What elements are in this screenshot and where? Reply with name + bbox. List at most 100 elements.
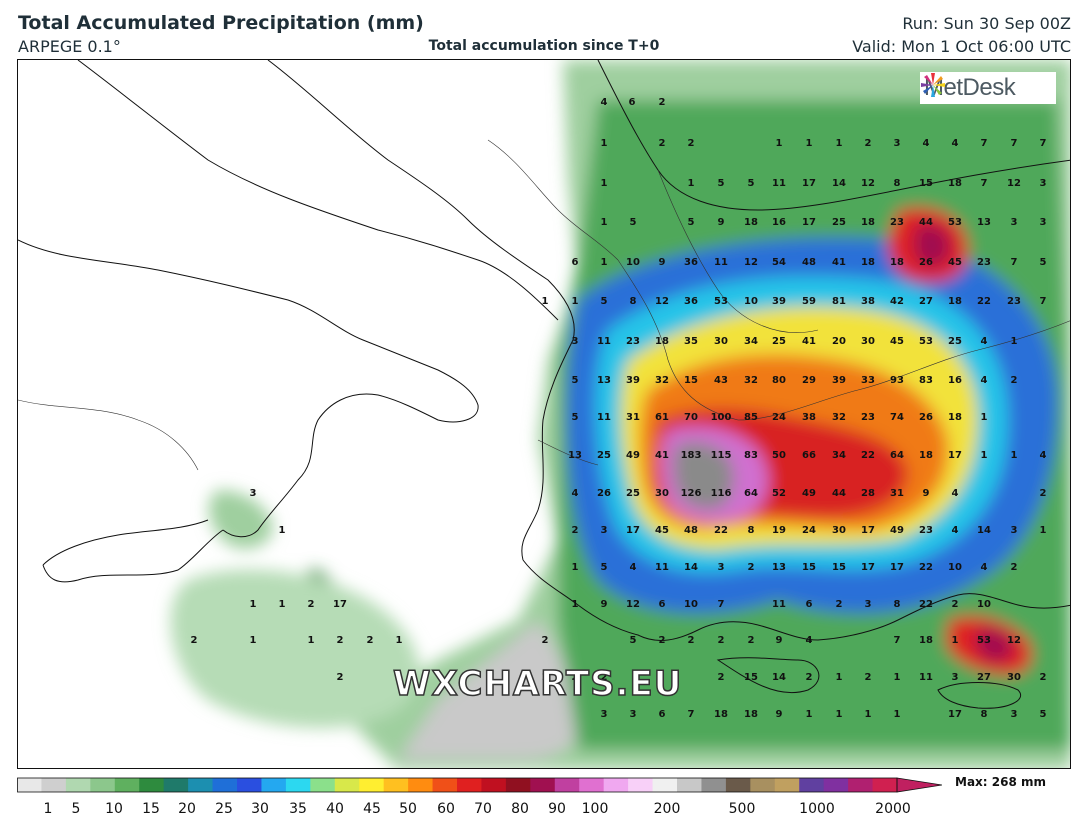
value-label: 5 [688, 217, 695, 228]
colorbar-outline [17, 777, 898, 793]
pinwheel-icon [921, 73, 945, 97]
metdesk-logo: MetDesk [920, 72, 1056, 104]
value-label: 7 [1040, 138, 1047, 149]
value-label: 23 [861, 412, 875, 423]
value-label: 7 [718, 599, 725, 610]
value-label: 2 [542, 635, 549, 646]
value-label: 12 [861, 178, 875, 189]
value-label: 18 [948, 178, 962, 189]
coastlines [18, 60, 1070, 709]
value-label: 4 [1040, 450, 1047, 461]
value-label: 9 [601, 599, 608, 610]
value-label: 15 [919, 178, 933, 189]
value-label: 22 [919, 599, 933, 610]
value-label: 41 [802, 336, 816, 347]
value-label: 52 [772, 488, 786, 499]
value-label: 7 [981, 138, 988, 149]
value-label: 4 [981, 375, 988, 386]
value-label: 41 [655, 450, 669, 461]
value-label: 8 [748, 525, 755, 536]
value-label: 2 [659, 635, 666, 646]
colorbar-segment [652, 778, 678, 792]
value-label: 2 [1040, 488, 1047, 499]
value-label: 2 [836, 599, 843, 610]
value-label: 36 [684, 296, 698, 307]
value-label: 6 [659, 709, 666, 720]
value-label: 100 [711, 412, 732, 423]
value-label: 1 [836, 138, 843, 149]
value-label: 33 [861, 375, 875, 386]
colorbar-tick-label: 2000 [875, 801, 911, 817]
value-label: 53 [714, 296, 728, 307]
value-label: 32 [744, 375, 758, 386]
value-label: 1 [1011, 450, 1018, 461]
run-label: Run: Sun 30 Sep 00Z [902, 14, 1071, 33]
value-label: 18 [919, 450, 933, 461]
value-label: 13 [772, 562, 786, 573]
value-label: 2 [806, 672, 813, 683]
colorbar-segment [408, 778, 434, 792]
value-label: 32 [832, 412, 846, 423]
value-label: 126 [681, 488, 702, 499]
value-label: 24 [802, 525, 816, 536]
value-label: 2 [572, 525, 579, 536]
value-label: 1 [894, 709, 901, 720]
value-label: 183 [681, 450, 702, 461]
value-label: 11 [772, 178, 786, 189]
value-label: 48 [802, 257, 816, 268]
value-label: 11 [597, 336, 611, 347]
value-labels: 4 6 21 2 2 1 1 1 2 3 4 4 7 7 71 1 5 5 11 17 14 12 8 15 18 7 12 31 5 5… [191, 97, 1047, 720]
value-label: 1 [572, 599, 579, 610]
value-label: 2 [748, 635, 755, 646]
value-label: 4 [806, 635, 813, 646]
value-label: 2 [572, 672, 579, 683]
value-label: 9 [659, 257, 666, 268]
value-label: 1 [836, 709, 843, 720]
value-label: 2 [718, 635, 725, 646]
value-label: 25 [597, 450, 611, 461]
value-label: 15 [684, 375, 698, 386]
value-label: 17 [948, 709, 962, 720]
value-label: 2 [601, 672, 608, 683]
value-label: 1 [981, 450, 988, 461]
value-label: 25 [948, 336, 962, 347]
value-label: 11 [655, 562, 669, 573]
colorbar-segment [41, 778, 67, 792]
value-label: 4 [952, 138, 959, 149]
value-label: 1 [542, 296, 549, 307]
colorbar-segment [725, 778, 751, 792]
colorbar-segment [261, 778, 287, 792]
value-label: 7 [688, 709, 695, 720]
value-label: 70 [684, 412, 698, 423]
value-label: 27 [919, 296, 933, 307]
value-label: 3 [865, 599, 872, 610]
value-label: 6 [806, 599, 813, 610]
colorbar-segment [237, 778, 262, 792]
value-label: 18 [861, 217, 875, 228]
value-label: 2 [337, 672, 344, 683]
value-label: 6 [629, 97, 636, 108]
value-label: 20 [832, 336, 846, 347]
value-label: 3 [1011, 217, 1018, 228]
precipitation-map: 4 6 2 1 2 2 1 1 1 2 3 4 4 7 7 7 1 1 5 5 11 17 14 12 8 15 18 7 12 3 1 5 5… [17, 59, 1071, 769]
value-label: 3 [1011, 525, 1018, 536]
value-label: 1 [601, 138, 608, 149]
value-label: 53 [919, 336, 933, 347]
value-label: 25 [832, 217, 846, 228]
value-label: 6 [572, 257, 579, 268]
colorbar [17, 777, 942, 793]
value-label: 17 [802, 217, 816, 228]
value-label: 11 [597, 412, 611, 423]
value-label: 4 [923, 138, 930, 149]
value-label: 18 [948, 296, 962, 307]
value-label: 12 [626, 599, 640, 610]
value-label: 3 [894, 138, 901, 149]
value-label: 7 [1011, 138, 1018, 149]
value-label: 3 [630, 709, 637, 720]
value-label: 31 [890, 488, 904, 499]
value-label: 10 [977, 599, 991, 610]
value-label: 36 [684, 257, 698, 268]
value-label: 1 [572, 562, 579, 573]
value-label: 5 [718, 178, 725, 189]
value-label: 26 [919, 257, 933, 268]
